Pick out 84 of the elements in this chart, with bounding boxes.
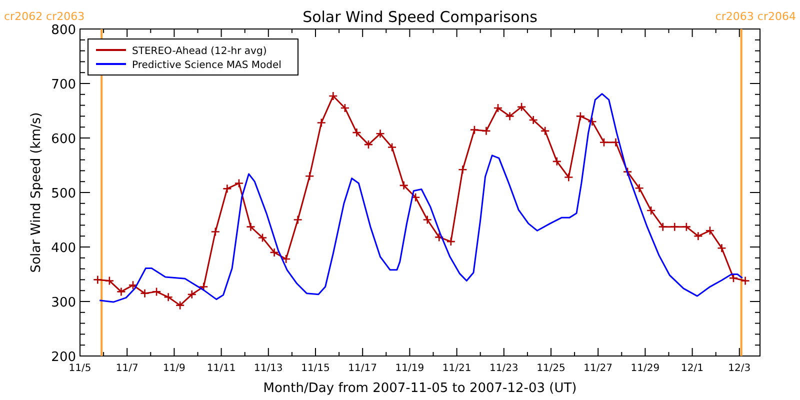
y-tick-label: 800 bbox=[51, 23, 76, 38]
x-axis-title: Month/Day from 2007-11-05 to 2007-12-03 (UT) bbox=[263, 381, 577, 396]
point bbox=[281, 254, 291, 264]
point bbox=[116, 287, 126, 296]
point bbox=[434, 232, 444, 242]
point bbox=[270, 248, 279, 258]
x-tick-label: 11/7 bbox=[116, 363, 138, 374]
point bbox=[422, 215, 432, 224]
point bbox=[564, 172, 574, 182]
x-tick-label: 11/19 bbox=[395, 363, 424, 374]
point bbox=[340, 103, 350, 113]
point bbox=[293, 215, 302, 224]
point bbox=[694, 231, 703, 241]
x-tick-label: 11/27 bbox=[584, 363, 613, 374]
x-tick-label: 12/1 bbox=[681, 363, 704, 374]
point bbox=[646, 206, 656, 216]
point bbox=[352, 128, 362, 138]
point bbox=[128, 280, 138, 290]
point bbox=[304, 172, 314, 181]
x-tick-label: 11/21 bbox=[442, 363, 472, 374]
point bbox=[588, 117, 597, 126]
point bbox=[387, 142, 397, 152]
point bbox=[705, 226, 715, 236]
point bbox=[670, 222, 680, 232]
point bbox=[611, 138, 620, 148]
point bbox=[104, 276, 114, 286]
point bbox=[328, 91, 338, 101]
point bbox=[140, 288, 150, 298]
x-tick-label: 11/25 bbox=[536, 363, 566, 374]
y-tick-label: 400 bbox=[51, 241, 76, 256]
point bbox=[516, 102, 526, 112]
x-tick-label: 11/17 bbox=[348, 363, 378, 374]
point bbox=[740, 276, 750, 286]
point bbox=[198, 282, 208, 292]
point bbox=[187, 290, 197, 300]
point bbox=[717, 243, 726, 253]
ref-line-label: cr2062 cr2063 bbox=[4, 10, 85, 23]
point bbox=[634, 183, 644, 193]
y-tick-label: 200 bbox=[51, 350, 76, 365]
x-tick-label: 11/11 bbox=[206, 363, 236, 374]
y-tick-label: 500 bbox=[51, 186, 76, 202]
point bbox=[246, 222, 256, 232]
x-tick-label: 11/29 bbox=[630, 363, 660, 374]
x-tick-label: 11/5 bbox=[68, 363, 92, 374]
point bbox=[682, 222, 692, 232]
point bbox=[505, 112, 514, 121]
point bbox=[222, 184, 232, 194]
point bbox=[93, 275, 102, 284]
chart-title: Solar Wind Speed Comparisons bbox=[302, 8, 538, 26]
point bbox=[552, 156, 562, 166]
y-tick-label: 300 bbox=[51, 296, 76, 310]
point bbox=[364, 140, 374, 150]
point bbox=[482, 126, 491, 136]
legend-label: Predictive Science MAS Model bbox=[132, 60, 282, 71]
y-tick-label: 700 bbox=[51, 78, 76, 92]
x-tick-label: 11/23 bbox=[489, 363, 518, 374]
point bbox=[399, 180, 408, 190]
point bbox=[493, 103, 503, 113]
point bbox=[234, 178, 244, 188]
x-tick-label: 11/9 bbox=[162, 363, 186, 374]
point bbox=[210, 227, 220, 236]
point bbox=[540, 126, 550, 136]
point bbox=[175, 300, 185, 310]
point bbox=[164, 292, 173, 302]
point bbox=[622, 167, 632, 176]
y-axis-title: Solar Wind Speed (km/s) bbox=[29, 112, 44, 273]
x-tick-label: 11/15 bbox=[301, 363, 330, 374]
point bbox=[376, 128, 385, 138]
x-tick-label: 11/13 bbox=[254, 363, 283, 374]
point bbox=[258, 233, 268, 242]
point bbox=[152, 287, 162, 296]
point bbox=[316, 118, 326, 128]
point bbox=[599, 138, 609, 148]
point bbox=[410, 192, 420, 202]
legend-label: STEREO-Ahead (12-hr avg) bbox=[132, 46, 267, 57]
ref-line-label: cr2063 cr2064 bbox=[715, 10, 796, 23]
point bbox=[470, 125, 480, 134]
point bbox=[658, 222, 668, 232]
point bbox=[576, 112, 586, 121]
point bbox=[458, 164, 468, 174]
x-tick-label: 12/3 bbox=[728, 363, 751, 374]
y-tick-label: 600 bbox=[51, 132, 76, 147]
point bbox=[446, 236, 456, 246]
point bbox=[528, 115, 538, 125]
